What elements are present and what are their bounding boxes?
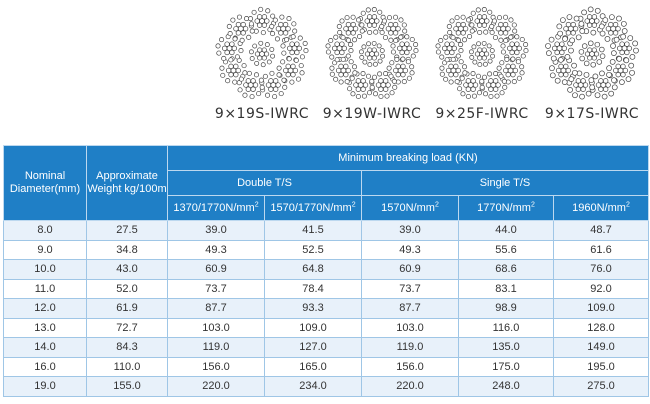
table-cell: 60.9 [167, 259, 265, 280]
table-row: 12.0 61.9 87.7 93.3 87.7 98.9 109.0 [3, 298, 649, 319]
table-row: 9.0 34.8 49.3 52.5 49.3 55.6 61.6 [3, 239, 649, 260]
table-cell: 128.0 [553, 317, 649, 338]
table-cell: 84.3 [86, 337, 168, 358]
table-cell: 61.6 [553, 239, 649, 260]
rope-9x17s: 9×17S-IWRC [537, 6, 647, 122]
table-cell: 156.0 [167, 356, 265, 377]
table-cell: 156.0 [361, 356, 459, 377]
table-cell: 41.5 [264, 220, 362, 241]
table-cell: 39.0 [361, 220, 459, 241]
table-cell: 52.5 [264, 239, 362, 260]
table-cell: 109.0 [264, 317, 362, 338]
table-cell: 165.0 [264, 356, 362, 377]
table-row: 19.0 155.0 220.0 234.0 220.0 248.0 275.0 [3, 376, 649, 397]
header-double-ts: Double T/S [167, 170, 362, 196]
table-cell: 275.0 [553, 376, 649, 397]
table-cell: 109.0 [553, 298, 649, 319]
table-cell: 195.0 [553, 356, 649, 377]
header-approximate-weight: Approximate Weight kg/100m [86, 145, 168, 221]
table-cell: 98.9 [458, 298, 554, 319]
table-row: 10.0 43.0 60.9 64.8 60.9 68.6 76.0 [3, 259, 649, 280]
table-cell: 64.8 [264, 259, 362, 280]
table-cell: 16.0 [3, 356, 87, 377]
table-cell: 220.0 [361, 376, 459, 397]
table-cell: 87.7 [361, 298, 459, 319]
header-grade-s2: 1770N/mm2 [458, 195, 554, 221]
header-grade-d2: 1570/1770N/mm2 [264, 195, 362, 221]
table-cell: 175.0 [458, 356, 554, 377]
table-cell: 78.4 [264, 278, 362, 299]
table-cell: 234.0 [264, 376, 362, 397]
table-cell: 149.0 [553, 337, 649, 358]
rope-label: 9×17S-IWRC [544, 106, 640, 122]
rope-cross-section-icon [325, 6, 419, 100]
header-nominal-diameter: Nominal Diameter(mm) [3, 145, 87, 221]
table-cell: 8.0 [3, 220, 87, 241]
rope-label: 9×19W-IWRC [322, 106, 422, 122]
table-cell: 116.0 [458, 317, 554, 338]
table-cell: 49.3 [167, 239, 265, 260]
table-cell: 9.0 [3, 239, 87, 260]
table-cell: 93.3 [264, 298, 362, 319]
table-cell: 73.7 [167, 278, 265, 299]
breaking-load-table: Nominal Diameter(mm) Approximate Weight … [3, 145, 649, 397]
rope-diagrams: 9×19S-IWRC 9×19W-IWRC 9×25F-IWRC 9×17S-I… [0, 0, 650, 140]
table-cell: 68.6 [458, 259, 554, 280]
table-cell: 119.0 [167, 337, 265, 358]
table-cell: 34.8 [86, 239, 168, 260]
table-cell: 52.0 [86, 278, 168, 299]
table-cell: 44.0 [458, 220, 554, 241]
table-cell: 103.0 [167, 317, 265, 338]
rope-cross-section-icon [215, 6, 309, 100]
table-cell: 220.0 [167, 376, 265, 397]
rope-label: 9×19S-IWRC [214, 106, 310, 122]
table-cell: 110.0 [86, 356, 168, 377]
table-cell: 27.5 [86, 220, 168, 241]
table-cell: 76.0 [553, 259, 649, 280]
header-min-breaking-load: Minimum breaking load (KN) [167, 145, 649, 171]
table-row: 11.0 52.0 73.7 78.4 73.7 83.1 92.0 [3, 278, 649, 299]
table-cell: 72.7 [86, 317, 168, 338]
table-cell: 19.0 [3, 376, 87, 397]
table-cell: 61.9 [86, 298, 168, 319]
table-cell: 12.0 [3, 298, 87, 319]
header-grade-s3: 1960N/mm2 [553, 195, 649, 221]
header-grade-d1: 1370/1770N/mm2 [167, 195, 265, 221]
table-row: 8.0 27.5 39.0 41.5 39.0 44.0 48.7 [3, 220, 649, 241]
table-cell: 43.0 [86, 259, 168, 280]
table-cell: 14.0 [3, 337, 87, 358]
rope-label: 9×25F-IWRC [435, 106, 529, 122]
rope-9x19w: 9×19W-IWRC [317, 6, 427, 122]
table-cell: 127.0 [264, 337, 362, 358]
header-grade-s1: 1570N/mm2 [361, 195, 459, 221]
rope-9x19s: 9×19S-IWRC [207, 6, 317, 122]
table-cell: 248.0 [458, 376, 554, 397]
header-single-ts: Single T/S [361, 170, 649, 196]
table-cell: 39.0 [167, 220, 265, 241]
table-cell: 73.7 [361, 278, 459, 299]
rope-cross-section-icon [435, 6, 529, 100]
table-cell: 10.0 [3, 259, 87, 280]
table-cell: 103.0 [361, 317, 459, 338]
table-cell: 60.9 [361, 259, 459, 280]
table-body: 8.0 27.5 39.0 41.5 39.0 44.0 48.7 9.0 34.8 49.3 52… [3, 220, 649, 397]
table-row: 16.0 110.0 156.0 165.0 156.0 175.0 195.0 [3, 356, 649, 377]
rope-9x25f: 9×25F-IWRC [427, 6, 537, 122]
table-cell: 11.0 [3, 278, 87, 299]
table-cell: 48.7 [553, 220, 649, 241]
table-cell: 119.0 [361, 337, 459, 358]
table-cell: 92.0 [553, 278, 649, 299]
table-row: 14.0 84.3 119.0 127.0 119.0 135.0 149.0 [3, 337, 649, 358]
table-cell: 49.3 [361, 239, 459, 260]
table-cell: 83.1 [458, 278, 554, 299]
table-cell: 87.7 [167, 298, 265, 319]
table-cell: 135.0 [458, 337, 554, 358]
table-row: 13.0 72.7 103.0 109.0 103.0 116.0 128.0 [3, 317, 649, 338]
table-cell: 13.0 [3, 317, 87, 338]
rope-cross-section-icon [545, 6, 639, 100]
table-cell: 55.6 [458, 239, 554, 260]
table-cell: 155.0 [86, 376, 168, 397]
